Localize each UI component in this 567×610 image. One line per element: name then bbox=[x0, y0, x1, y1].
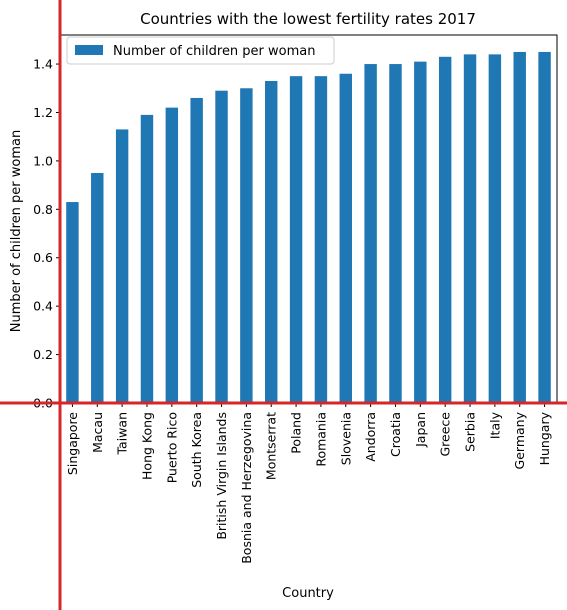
legend-frame bbox=[66, 36, 335, 65]
bar bbox=[389, 64, 402, 403]
legend-label: Number of children per woman bbox=[113, 44, 316, 59]
bar bbox=[463, 54, 477, 404]
bar bbox=[165, 107, 179, 403]
bar bbox=[91, 173, 104, 403]
x-tick-label: South Korea bbox=[189, 412, 204, 488]
x-axis-label: Country bbox=[282, 586, 334, 601]
y-tick-label: 1.2 bbox=[33, 105, 53, 120]
bar bbox=[140, 114, 154, 403]
x-tick-labels: Singapore Macau Taiwan Hong Kong Puerto Rico… bbox=[65, 403, 552, 564]
x-tick-label: Italy bbox=[487, 411, 502, 439]
x-tick-label: Germany bbox=[512, 411, 527, 469]
x-tick-label: Singapore bbox=[65, 412, 80, 475]
x-tick-label: Bosnia and Herzegovina bbox=[239, 412, 254, 564]
y-tick-label: 0.2 bbox=[33, 347, 53, 362]
bar bbox=[339, 73, 352, 403]
bar bbox=[66, 202, 79, 403]
y-tick-label: 0.4 bbox=[33, 299, 53, 314]
x-tick-label: Hungary bbox=[537, 411, 552, 465]
x-tick-label: Greece bbox=[438, 412, 453, 457]
x-tick-label: Andorra bbox=[363, 412, 378, 462]
bar bbox=[438, 56, 452, 403]
bar bbox=[414, 61, 427, 403]
x-tick-label: Macau bbox=[90, 412, 105, 453]
x-tick-label: Serbia bbox=[463, 412, 478, 452]
x-tick-label: British Virgin Islands bbox=[214, 412, 229, 540]
bar bbox=[538, 51, 551, 404]
x-tick-label: Japan bbox=[413, 412, 428, 448]
x-tick-label: Taiwan bbox=[115, 412, 130, 456]
x-tick-label: Hong Kong bbox=[139, 412, 154, 480]
bar bbox=[215, 90, 228, 404]
legend: Number of children per woman bbox=[66, 36, 335, 65]
bar bbox=[314, 76, 328, 403]
legend-swatch bbox=[75, 45, 103, 55]
chart-title: Countries with the lowest fertility rate… bbox=[140, 10, 476, 28]
bar bbox=[190, 97, 203, 404]
bar bbox=[289, 76, 303, 403]
x-tick-label: Romania bbox=[313, 412, 328, 467]
y-tick-label: 0.8 bbox=[33, 202, 53, 217]
y-tick-labels: 0.00.20.40.60.81.01.21.4 bbox=[33, 57, 60, 411]
bar bbox=[488, 54, 502, 404]
y-tick-label: 1.4 bbox=[33, 57, 53, 72]
bar bbox=[115, 129, 129, 403]
x-tick-label: Poland bbox=[289, 412, 304, 454]
x-tick-label: Slovenia bbox=[338, 412, 353, 465]
y-axis-label: Number of children per woman bbox=[9, 130, 24, 333]
x-tick-label: Croatia bbox=[388, 412, 403, 457]
x-tick-label: Puerto Rico bbox=[164, 412, 179, 483]
plot-area bbox=[59, 34, 558, 404]
plot-frame bbox=[59, 34, 558, 404]
bar bbox=[513, 51, 526, 404]
y-tick-label: 1.0 bbox=[33, 153, 53, 168]
bar bbox=[364, 64, 377, 403]
y-tick-label: 0.6 bbox=[33, 250, 53, 265]
bar bbox=[265, 81, 278, 403]
x-tick-label: Montserrat bbox=[264, 412, 279, 480]
bar bbox=[240, 88, 253, 404]
